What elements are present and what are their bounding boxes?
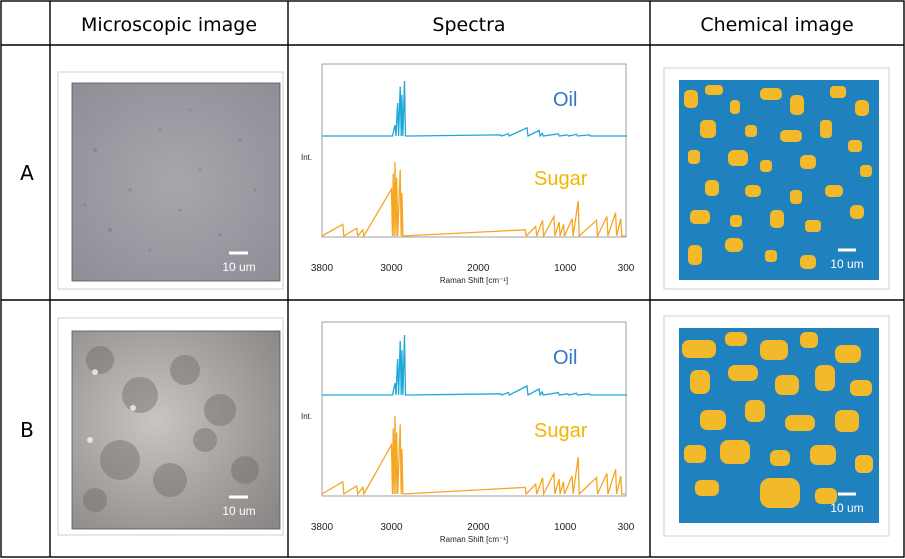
x-tick-label: 3800 — [311, 263, 334, 274]
spectra-chart-a: Int. Oil Sugar 3800 3000 2000 1000 300 Raman… — [301, 63, 635, 285]
series-label-a-sugar: Sugar — [534, 168, 588, 190]
chemical-image-b: 10 um — [663, 315, 890, 537]
microscopic-image-a: 10 um — [57, 71, 284, 290]
series-label-b-oil: Oil — [553, 347, 577, 369]
header-chemical: Chemical image — [700, 14, 853, 36]
chemical-image-a: 10 um — [663, 67, 890, 290]
series-line-b-sugar — [321, 416, 626, 497]
xlabel-b: Raman Shift [cm⁻¹] — [440, 535, 508, 544]
header-microscopic: Microscopic image — [81, 14, 257, 36]
row-label-a: A — [20, 161, 34, 185]
x-ticks-b: 3800 3000 2000 1000 300 — [311, 522, 635, 533]
scale-bar-b-micro: 10 um — [222, 504, 255, 518]
x-tick-label: 1000 — [554, 263, 577, 274]
ylabel-a: Int. — [301, 153, 312, 162]
series-label-a-oil: Oil — [553, 89, 577, 111]
x-tick-label: 3800 — [311, 522, 334, 533]
microscopic-image-b: 10 um — [57, 317, 284, 536]
row-label-b: B — [20, 418, 34, 442]
x-ticks-a: 3800 3000 2000 1000 300 — [311, 263, 635, 274]
scale-bar-b-chem: 10 um — [830, 501, 863, 515]
series-line-a-oil — [322, 80, 627, 138]
xlabel-a: Raman Shift [cm⁻¹] — [440, 276, 508, 285]
x-tick-label: 1000 — [554, 522, 577, 533]
x-tick-label: 2000 — [467, 522, 490, 533]
x-tick-label: 2000 — [467, 263, 490, 274]
series-label-b-sugar: Sugar — [534, 420, 588, 442]
scale-bar-a-micro: 10 um — [222, 260, 255, 274]
header-spectra: Spectra — [432, 14, 505, 36]
series-line-b-oil — [322, 334, 627, 397]
ylabel-b: Int. — [301, 412, 312, 421]
series-line-a-sugar — [321, 161, 626, 239]
scale-bar-a-chem: 10 um — [830, 257, 863, 271]
spectra-chart-b: Int. Oil Sugar 3800 3000 2000 1000 300 Raman… — [301, 321, 635, 544]
x-tick-label: 3000 — [380, 263, 403, 274]
x-tick-label: 3000 — [380, 522, 403, 533]
x-tick-label: 300 — [618, 263, 635, 274]
x-tick-label: 300 — [618, 522, 635, 533]
